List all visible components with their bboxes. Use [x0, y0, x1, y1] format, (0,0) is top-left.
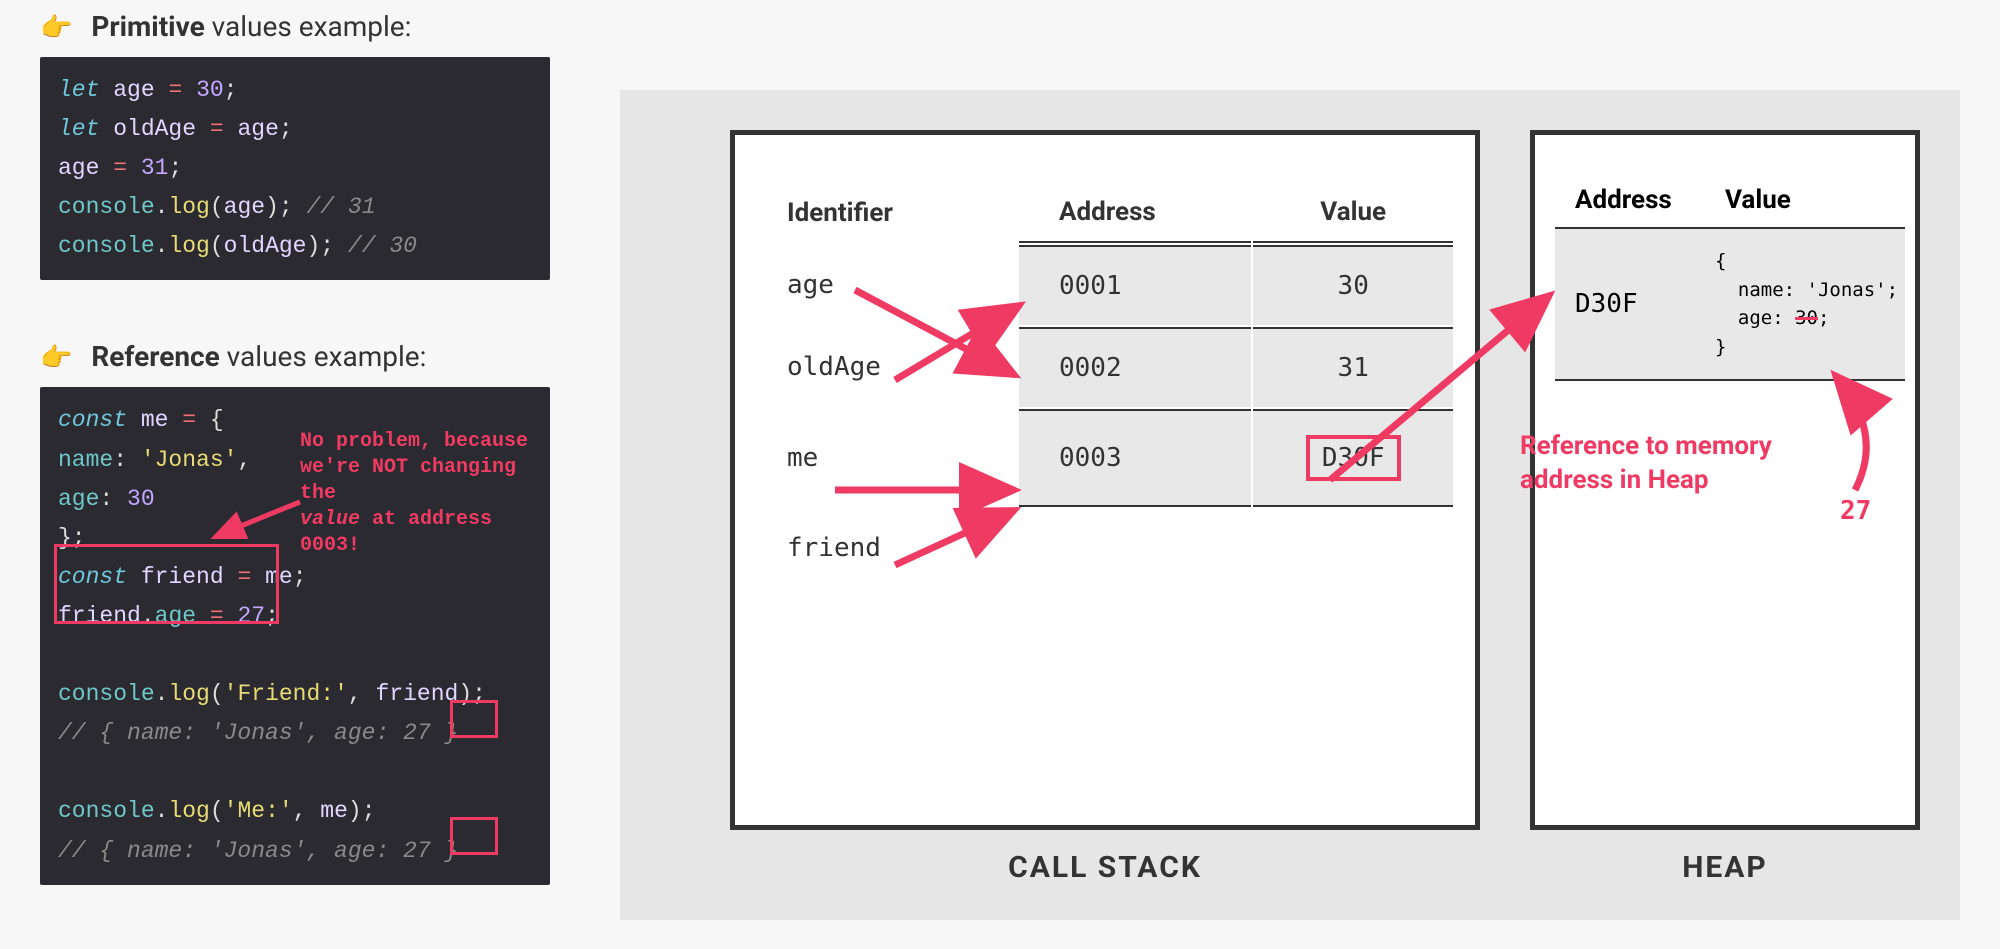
heap-col-address: Address — [1555, 185, 1705, 215]
callstack-table: Identifier Address Value age000130oldAge… — [765, 185, 1455, 589]
heap-header-row: Address Value — [1555, 185, 1905, 229]
callstack-label: CALL STACK — [730, 850, 1480, 885]
callstack-row: age000130 — [767, 245, 1453, 325]
memory-panel: Identifier Address Value age000130oldAge… — [620, 90, 1960, 920]
callstack-row: friend — [767, 509, 1453, 587]
callout-no-problem: No problem, because we're NOT changing t… — [300, 429, 560, 559]
left-column: 👉 Primitive values example: let age = 30… — [40, 10, 550, 885]
pointing-hand-icon: 👉 — [40, 343, 72, 373]
callstack-row: oldAge000231 — [767, 327, 1453, 407]
reference-code-block: No problem, because we're NOT changing t… — [40, 387, 550, 884]
annotation-new-value-27: 27 — [1840, 495, 1871, 529]
callstack-col-value: Value — [1253, 187, 1453, 243]
heap-row: D30F { name: 'Jonas'; age: 30;} — [1555, 229, 1905, 381]
callstack-box: Identifier Address Value age000130oldAge… — [730, 130, 1480, 830]
heap-row-address: D30F — [1555, 289, 1705, 319]
annotation-reference-memory: Reference to memory address in Heap — [1520, 430, 1820, 498]
pointing-hand-icon: 👉 — [40, 13, 72, 43]
heap-label: HEAP — [1530, 850, 1920, 885]
callstack-col-address: Address — [1019, 187, 1251, 243]
heap-col-value: Value — [1705, 185, 1905, 215]
reference-title: 👉 Reference values example: — [40, 340, 550, 373]
heap-row-value: { name: 'Jonas'; age: 30;} — [1705, 247, 1905, 361]
primitive-title: 👉 Primitive values example: — [40, 10, 550, 43]
callstack-row: me0003D30F — [767, 409, 1453, 507]
callstack-col-identifier: Identifier — [767, 187, 1017, 243]
primitive-code-block: let age = 30;let oldAge = age;age = 31;c… — [40, 57, 550, 280]
